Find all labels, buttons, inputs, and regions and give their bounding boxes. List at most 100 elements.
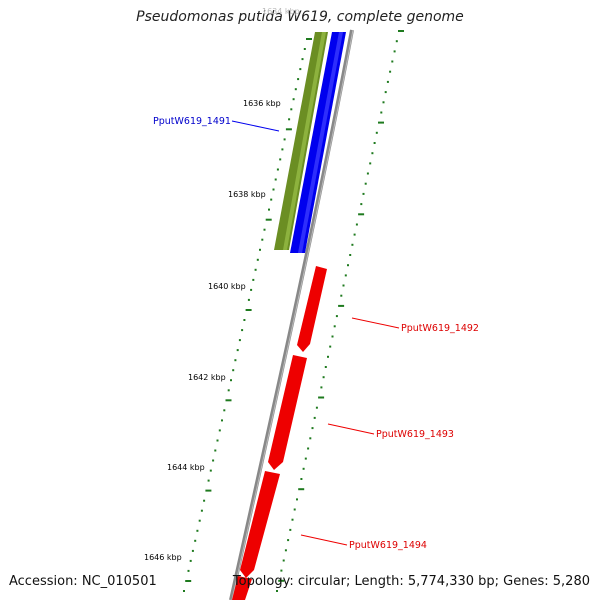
- minor-tick: [272, 188, 275, 191]
- minor-tick: [347, 264, 349, 267]
- minor-tick: [296, 498, 298, 501]
- minor-tick: [311, 427, 314, 430]
- ruler-label-partial: 1634 kbp: [262, 7, 300, 16]
- minor-tick: [349, 254, 352, 256]
- minor-tick: [393, 50, 396, 53]
- minor-tick: [344, 274, 347, 277]
- major-tick: [318, 396, 325, 399]
- minor-tick: [375, 131, 378, 134]
- minor-tick: [342, 284, 345, 287]
- minor-tick: [355, 223, 358, 226]
- minor-tick: [198, 519, 201, 522]
- ruler-label: 1644 kbp: [167, 463, 205, 472]
- gene-label-1494[interactable]: PputW619_1494: [349, 540, 427, 551]
- gene-pputw619-1493[interactable]: [268, 355, 307, 470]
- minor-tick: [183, 590, 185, 592]
- accession-text: Accession: NC_010501: [9, 574, 157, 589]
- map-title: Pseudomonas putida W619, complete genome: [136, 9, 464, 25]
- minor-tick: [274, 178, 277, 181]
- minor-tick: [259, 248, 261, 251]
- leader-line-1491: [231, 120, 280, 132]
- ruler-label: 1646 kbp: [144, 553, 182, 562]
- minor-tick: [279, 158, 282, 161]
- minor-tick: [268, 208, 270, 211]
- minor-tick: [203, 499, 206, 502]
- gene-pputw619-1494[interactable]: [240, 471, 280, 578]
- minor-tick: [256, 258, 259, 261]
- minor-tick: [331, 335, 334, 338]
- major-tick: [338, 304, 345, 307]
- inner-tick-ring: [183, 38, 312, 592]
- major-tick: [245, 309, 252, 311]
- minor-tick: [254, 268, 257, 271]
- minor-tick: [302, 467, 305, 470]
- major-tick: [285, 128, 292, 131]
- minor-tick: [289, 528, 292, 531]
- minor-tick: [327, 355, 329, 358]
- minor-tick: [189, 559, 192, 562]
- minor-tick: [371, 152, 374, 155]
- genome-summary-text: Topology: circular; Length: 5,774,330 bp…: [232, 574, 590, 589]
- minor-tick: [280, 569, 283, 572]
- minor-tick: [221, 419, 223, 422]
- minor-tick: [187, 569, 190, 572]
- minor-tick: [373, 142, 376, 144]
- minor-tick: [364, 182, 367, 185]
- minor-tick: [294, 88, 297, 91]
- major-tick: [306, 38, 312, 40]
- minor-tick: [270, 198, 273, 201]
- major-tick: [298, 488, 305, 491]
- minor-tick: [290, 108, 293, 111]
- minor-tick: [303, 48, 306, 50]
- minor-tick: [247, 298, 250, 301]
- gene-pputw619-1492[interactable]: [297, 266, 327, 352]
- minor-tick: [391, 60, 394, 63]
- gene-label-1491[interactable]: PputW619_1491: [153, 116, 231, 127]
- gene-partial-bottom[interactable]: [232, 576, 252, 600]
- minor-tick: [196, 529, 199, 532]
- major-tick: [278, 579, 285, 582]
- minor-tick: [380, 111, 383, 114]
- minor-tick: [353, 233, 356, 236]
- minor-tick: [324, 366, 327, 368]
- ruler-label: 1638 kbp: [228, 190, 266, 199]
- minor-tick: [214, 449, 217, 452]
- minor-tick: [252, 278, 255, 281]
- gene-label-1493[interactable]: PputW619_1493: [376, 429, 454, 440]
- major-tick: [265, 218, 272, 221]
- region-feature-highlight: [283, 32, 326, 250]
- minor-tick: [293, 508, 296, 511]
- outer-tick-ring: [276, 30, 404, 592]
- minor-tick: [301, 58, 304, 61]
- minor-tick: [284, 549, 287, 552]
- major-tick: [358, 213, 365, 216]
- minor-tick: [276, 168, 279, 171]
- ruler-label: 1640 kbp: [208, 282, 246, 291]
- minor-tick: [362, 192, 365, 195]
- minor-tick: [320, 386, 323, 389]
- minor-tick: [191, 549, 194, 552]
- minor-tick: [281, 148, 284, 151]
- minor-tick: [329, 345, 332, 348]
- minor-tick: [241, 329, 244, 332]
- minor-tick: [283, 138, 286, 141]
- minor-tick: [322, 376, 325, 379]
- major-tick: [378, 121, 384, 124]
- leader-line-1492: [351, 317, 400, 329]
- minor-tick: [384, 91, 387, 94]
- minor-tick: [209, 469, 212, 472]
- gene-label-1492[interactable]: PputW619_1492: [401, 323, 479, 334]
- minor-tick: [291, 518, 294, 521]
- major-tick: [225, 399, 232, 402]
- minor-tick: [315, 406, 318, 409]
- minor-tick: [263, 228, 266, 231]
- gene-pputw619-1491-highlight: [298, 32, 343, 253]
- major-tick: [205, 489, 212, 492]
- minor-tick: [382, 101, 385, 104]
- minor-tick: [282, 559, 285, 562]
- minor-tick: [216, 439, 219, 442]
- minor-tick: [360, 203, 363, 206]
- minor-tick: [230, 379, 232, 382]
- minor-tick: [386, 80, 389, 83]
